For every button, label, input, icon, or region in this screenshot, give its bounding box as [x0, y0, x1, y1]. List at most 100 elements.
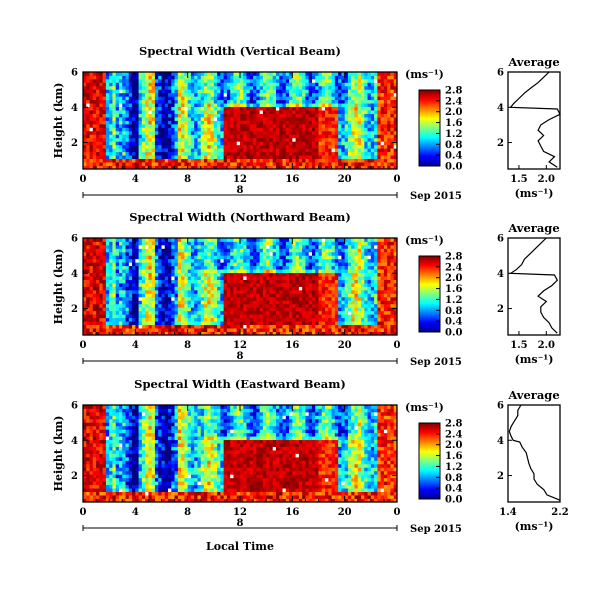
heatmap-cell — [299, 145, 303, 149]
heatmap-cell — [260, 241, 264, 245]
heatmap-cell — [328, 96, 332, 100]
heatmap-cell — [338, 269, 342, 273]
heatmap-cell — [302, 266, 306, 270]
heatmap-cell — [309, 328, 313, 332]
heatmap-cell — [96, 328, 100, 332]
heatmap-cell — [227, 325, 231, 329]
heatmap-cell — [148, 145, 152, 149]
heatmap-cell — [299, 297, 303, 301]
heatmap-cell — [269, 117, 273, 121]
heatmap-cell — [377, 103, 381, 107]
heatmap-cell — [96, 318, 100, 322]
heatmap-cell — [384, 93, 388, 97]
heatmap-cell — [197, 127, 201, 131]
heatmap-cell — [162, 314, 166, 318]
heatmap-cell — [325, 96, 329, 100]
heatmap-cell — [155, 314, 159, 318]
heatmap-cell — [364, 148, 368, 152]
heatmap-cell — [250, 311, 254, 315]
heatmap-cell — [361, 117, 365, 121]
heatmap-cell — [328, 241, 332, 245]
heatmap-cell — [289, 325, 293, 329]
heatmap-cell — [171, 155, 175, 159]
heatmap-cell — [211, 117, 215, 121]
heatmap-cell — [312, 110, 316, 114]
heatmap-cell — [96, 100, 100, 104]
heatmap-cell — [86, 318, 90, 322]
heatmap-cell — [139, 276, 143, 280]
heatmap-cell — [122, 241, 126, 245]
heatmap-cell — [109, 293, 113, 297]
heatmap-cell — [348, 93, 352, 97]
heatmap-cell — [227, 148, 231, 152]
heatmap-cell — [302, 127, 306, 131]
heatmap-cell — [204, 287, 208, 291]
heatmap-cell — [227, 259, 231, 263]
heatmap-cell — [175, 280, 179, 284]
heatmap-cell — [269, 103, 273, 107]
heatmap-cell — [345, 79, 349, 83]
heatmap-cell — [286, 93, 290, 97]
heatmap-cell — [148, 328, 152, 332]
heatmap-cell — [112, 304, 116, 308]
heatmap-cell — [188, 245, 192, 249]
heatmap-cell — [247, 131, 251, 135]
heatmap-cell — [165, 93, 169, 97]
heatmap-cell — [109, 117, 113, 121]
heatmap-cell — [354, 134, 358, 138]
heatmap-cell — [260, 134, 264, 138]
heatmap-cell — [152, 297, 156, 301]
heatmap-cell — [243, 290, 247, 294]
heatmap-cell — [328, 318, 332, 322]
heatmap-cell — [276, 321, 280, 325]
heatmap-cell — [191, 138, 195, 142]
heatmap-cell — [86, 127, 90, 131]
heatmap-cell — [90, 269, 94, 273]
heatmap-cell — [145, 107, 149, 111]
heatmap-cell — [155, 145, 159, 149]
heatmap-cell — [302, 96, 306, 100]
heatmap-cell — [109, 248, 113, 252]
heatmap-cell — [96, 325, 100, 329]
heatmap-cell — [184, 276, 188, 280]
heatmap-cell — [148, 89, 152, 93]
heatmap-cell — [260, 321, 264, 325]
heatmap-cell — [204, 141, 208, 145]
heatmap-cell — [168, 155, 172, 159]
heatmap-cell — [217, 283, 221, 287]
heatmap-cell — [135, 134, 139, 138]
heatmap-cell — [152, 318, 156, 322]
heatmap-cell — [152, 107, 156, 111]
heatmap-cell — [328, 255, 332, 259]
heatmap-cell — [132, 248, 136, 252]
heatmap-cell — [145, 121, 149, 125]
heatmap-cell — [335, 287, 339, 291]
heatmap-cell — [106, 107, 110, 111]
colorbar-tick-label: 2.4 — [445, 96, 462, 107]
heatmap-cell — [112, 103, 116, 107]
heatmap-cell — [220, 252, 224, 256]
heatmap-cell — [237, 79, 241, 83]
heatmap-cell — [224, 155, 228, 159]
heatmap-cell — [390, 117, 394, 121]
heatmap-cell — [322, 318, 326, 322]
heatmap-cell — [240, 82, 244, 86]
heatmap-cell — [116, 300, 120, 304]
heatmap-cell — [341, 148, 345, 152]
heatmap-cell — [217, 100, 221, 104]
heatmap-cell — [256, 127, 260, 131]
heatmap-cell — [305, 75, 309, 79]
heatmap-cell — [116, 145, 120, 149]
heatmap-cell — [181, 255, 185, 259]
heatmap-cell — [171, 325, 175, 329]
heatmap-cell — [309, 273, 313, 277]
heatmap-cell — [197, 269, 201, 273]
heatmap-cell — [237, 321, 241, 325]
heatmap-cell — [374, 138, 378, 142]
heatmap-cell — [220, 304, 224, 308]
heatmap-cell — [351, 152, 355, 156]
heatmap-cell — [247, 252, 251, 256]
heatmap-cell — [178, 138, 182, 142]
heatmap-cell — [106, 297, 110, 301]
heatmap-cell — [296, 304, 300, 308]
